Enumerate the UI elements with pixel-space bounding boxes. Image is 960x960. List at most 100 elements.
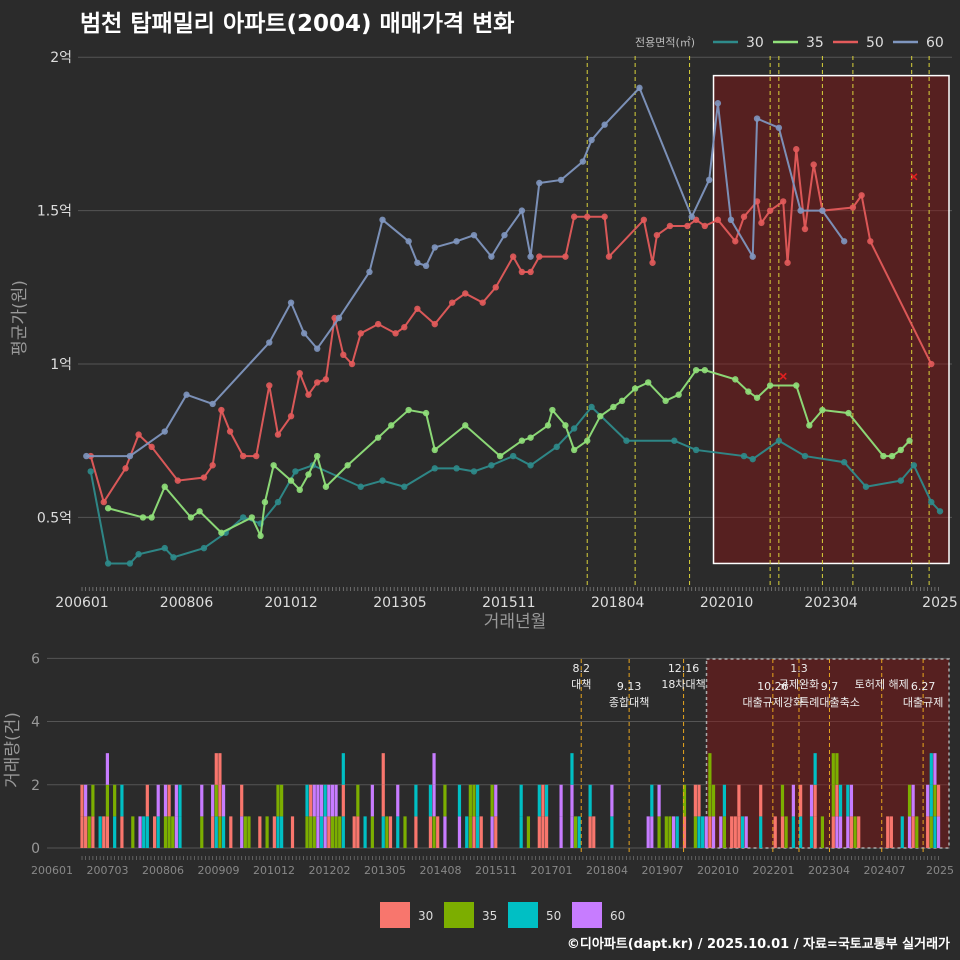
volume-bar-50 [323,784,327,817]
volume-bar-60 [744,816,748,848]
data-point-50 [253,452,260,460]
volume-bar-50 [722,784,727,817]
volume-bar-50 [381,816,385,848]
volume-bar-60 [559,816,563,848]
data-point-60 [379,216,386,224]
volume-bar-30 [813,784,817,817]
y-axis-label: 평균가(원) [10,280,30,356]
volume-bar-50 [933,816,937,848]
data-point-30 [292,468,299,475]
volume-bar-50 [120,784,124,817]
volume-bar-35 [443,784,447,817]
data-point-50 [601,213,608,220]
volume-bar-60 [835,816,839,848]
annotation-label: 대출규제강화 [742,696,803,709]
volume-bar-60 [791,784,795,817]
volume-bar-50 [544,784,549,817]
data-point-35 [374,434,382,441]
data-point-35 [296,486,303,494]
data-point-50 [392,330,399,337]
data-point-30 [170,554,177,561]
volume-bar-60 [907,816,912,848]
volume-bar-35 [668,816,672,848]
data-point-35 [644,379,652,386]
highlight-box [712,74,950,565]
volume-bar-30 [541,784,545,817]
series-line-50 [89,149,933,505]
volume-bar-30 [102,816,106,848]
volume-bar-50 [178,784,182,817]
volume-bar-60 [396,784,400,817]
data-point-35 [344,462,351,469]
data-point-60 [414,259,421,266]
volume-bar-35 [243,816,247,848]
volume-bar-35 [87,816,91,848]
y-tick-label: 0.5억 [37,510,72,526]
annotation-label: 종합대책 [609,696,649,709]
volume-bar-35 [356,784,360,817]
data-point-60 [579,158,587,165]
x-tick-label: 200806 [142,864,184,877]
volume-bar-50 [929,784,933,817]
volume-bar-60 [570,816,574,848]
volume-bar-60 [330,784,335,817]
data-point-50 [714,216,722,224]
chart-title: 범천 탑패밀리 아파트(2004) 매매가격 변화 [80,11,515,37]
data-point-50 [928,360,935,368]
x-tick-label: 202201 [753,864,795,877]
data-point-30 [379,477,386,484]
data-point-60 [749,253,756,260]
data-point-35 [218,529,225,536]
volume-bar-60 [809,784,814,817]
volume-bar-50 [457,784,462,817]
data-point-60 [209,400,216,408]
volume-bar-50 [465,816,469,848]
data-point-35 [187,514,195,521]
volume-bar-60 [671,816,676,848]
volume-bar-30 [428,816,433,848]
data-point-35 [701,366,709,374]
volume-bar-30 [693,784,697,817]
volume-bar-30 [152,816,157,848]
data-point-60 [335,314,343,322]
volume-bar-35 [403,816,407,848]
data-point-50 [810,161,817,168]
x-tick-label: 201907 [642,864,684,877]
data-point-60 [527,253,534,260]
data-point-35 [313,452,321,460]
y-tick-label: 2억 [50,50,72,66]
legend-key-50 [508,902,538,928]
data-point-30 [740,452,748,460]
data-point-35 [527,434,534,441]
data-point-60 [588,136,595,144]
volume-bar-35 [664,816,668,848]
data-point-50 [274,431,282,438]
data-point-30 [274,498,282,506]
volume-bar-35 [370,816,374,848]
volume-bar-30 [494,816,498,848]
volume-bar-60 [846,816,850,848]
data-point-50 [479,299,486,306]
data-point-30 [401,483,408,490]
volume-bar-50 [214,816,218,848]
data-point-50 [858,192,865,199]
volume-bar-50 [519,816,523,848]
data-point-35 [745,388,752,395]
volume-bar-35 [490,784,494,817]
data-point-50 [174,477,182,484]
series-line-30 [89,405,941,565]
data-point-60 [422,262,430,270]
volume-bar-50 [740,816,745,848]
data-point-30 [527,462,534,469]
volume-bar-30 [857,816,861,848]
volume-bar-60 [719,816,723,848]
x-tick-label: 2025 [926,864,954,877]
data-point-35 [766,382,774,389]
volume-bar-35 [831,784,835,817]
volume-bar-60 [849,784,854,817]
data-point-50 [401,324,408,331]
data-point-30 [936,508,944,515]
data-point-30 [239,514,247,521]
data-point-35 [388,422,395,429]
data-point-50 [867,238,874,245]
